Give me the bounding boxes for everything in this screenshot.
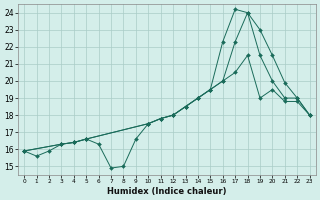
- X-axis label: Humidex (Indice chaleur): Humidex (Indice chaleur): [107, 187, 227, 196]
